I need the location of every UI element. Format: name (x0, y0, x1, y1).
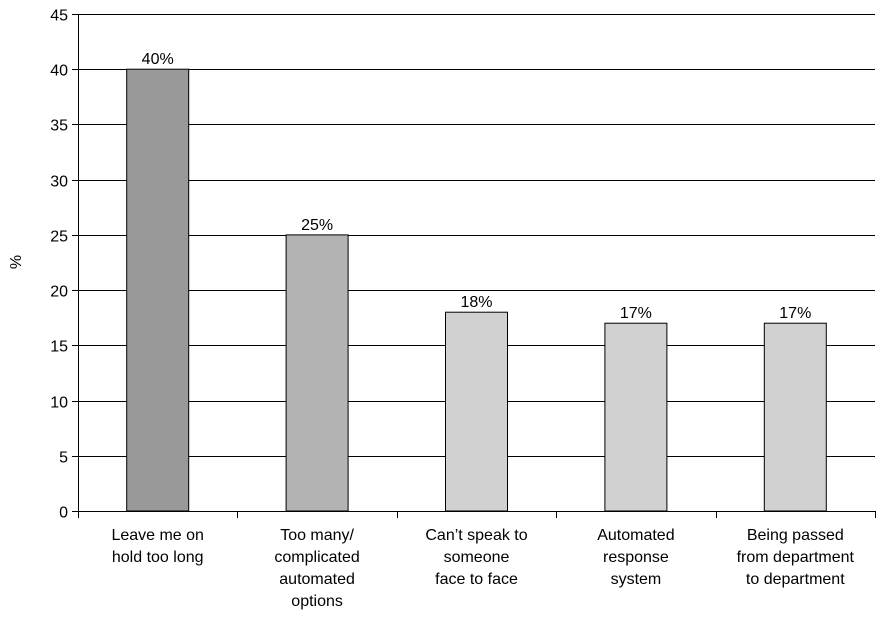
category-label-line: someone (444, 549, 510, 566)
category-label: Being passed from department to department (737, 527, 855, 588)
category-label-line: Too many/ (280, 527, 354, 544)
category-label-line: system (611, 571, 662, 588)
category-label-line: Can’t speak to (425, 527, 527, 544)
gridlines (78, 14, 875, 457)
bar (285, 234, 349, 512)
y-tick-label: 0 (59, 505, 68, 522)
data-label: 25% (301, 217, 333, 234)
category-label-line: options (291, 593, 343, 610)
category-label-line: complicated (274, 549, 359, 566)
axes (72, 14, 876, 518)
data-label: 18% (460, 294, 492, 311)
bars (126, 68, 827, 512)
y-tick-label: 20 (50, 284, 68, 301)
category-label-line: Automated (597, 527, 674, 544)
y-tick-label: 5 (59, 450, 68, 467)
bar (604, 322, 668, 512)
category-label: Too many/complicated automated options (274, 527, 359, 610)
category-label-line: hold too long (112, 549, 204, 566)
data-label: 17% (620, 305, 652, 322)
labels: 0 5 10 15 20 25 30 35 40 45 40% Leave me on hold too… (50, 8, 854, 611)
y-tick-label: 45 (50, 8, 68, 25)
category-label-line: to department (746, 571, 845, 588)
y-tick-label: 40 (50, 63, 68, 80)
category-label-line: Leave me on (111, 527, 204, 544)
category-label-line: automated (279, 571, 355, 588)
y-axis-title: % (8, 255, 25, 269)
category-label-line: Being passed (747, 527, 844, 544)
y-tick-label: 30 (50, 174, 68, 191)
data-label: 17% (779, 305, 811, 322)
y-tick-label: 15 (50, 339, 68, 356)
category-label-line: response (603, 549, 669, 566)
data-label: 40% (142, 51, 174, 68)
bar (763, 322, 827, 512)
y-tick-label: 25 (50, 229, 68, 246)
y-tick-label: 10 (50, 395, 68, 412)
category-label: Can’t speak to someone face to face (425, 527, 527, 588)
category-label: Leave me on hold too long (111, 527, 204, 566)
category-label-line: from department (737, 549, 855, 566)
bar (126, 68, 190, 512)
y-tick-label: 35 (50, 118, 68, 135)
bar (445, 311, 508, 512)
category-label: Automated response system (597, 527, 674, 588)
category-label-line: face to face (435, 571, 518, 588)
